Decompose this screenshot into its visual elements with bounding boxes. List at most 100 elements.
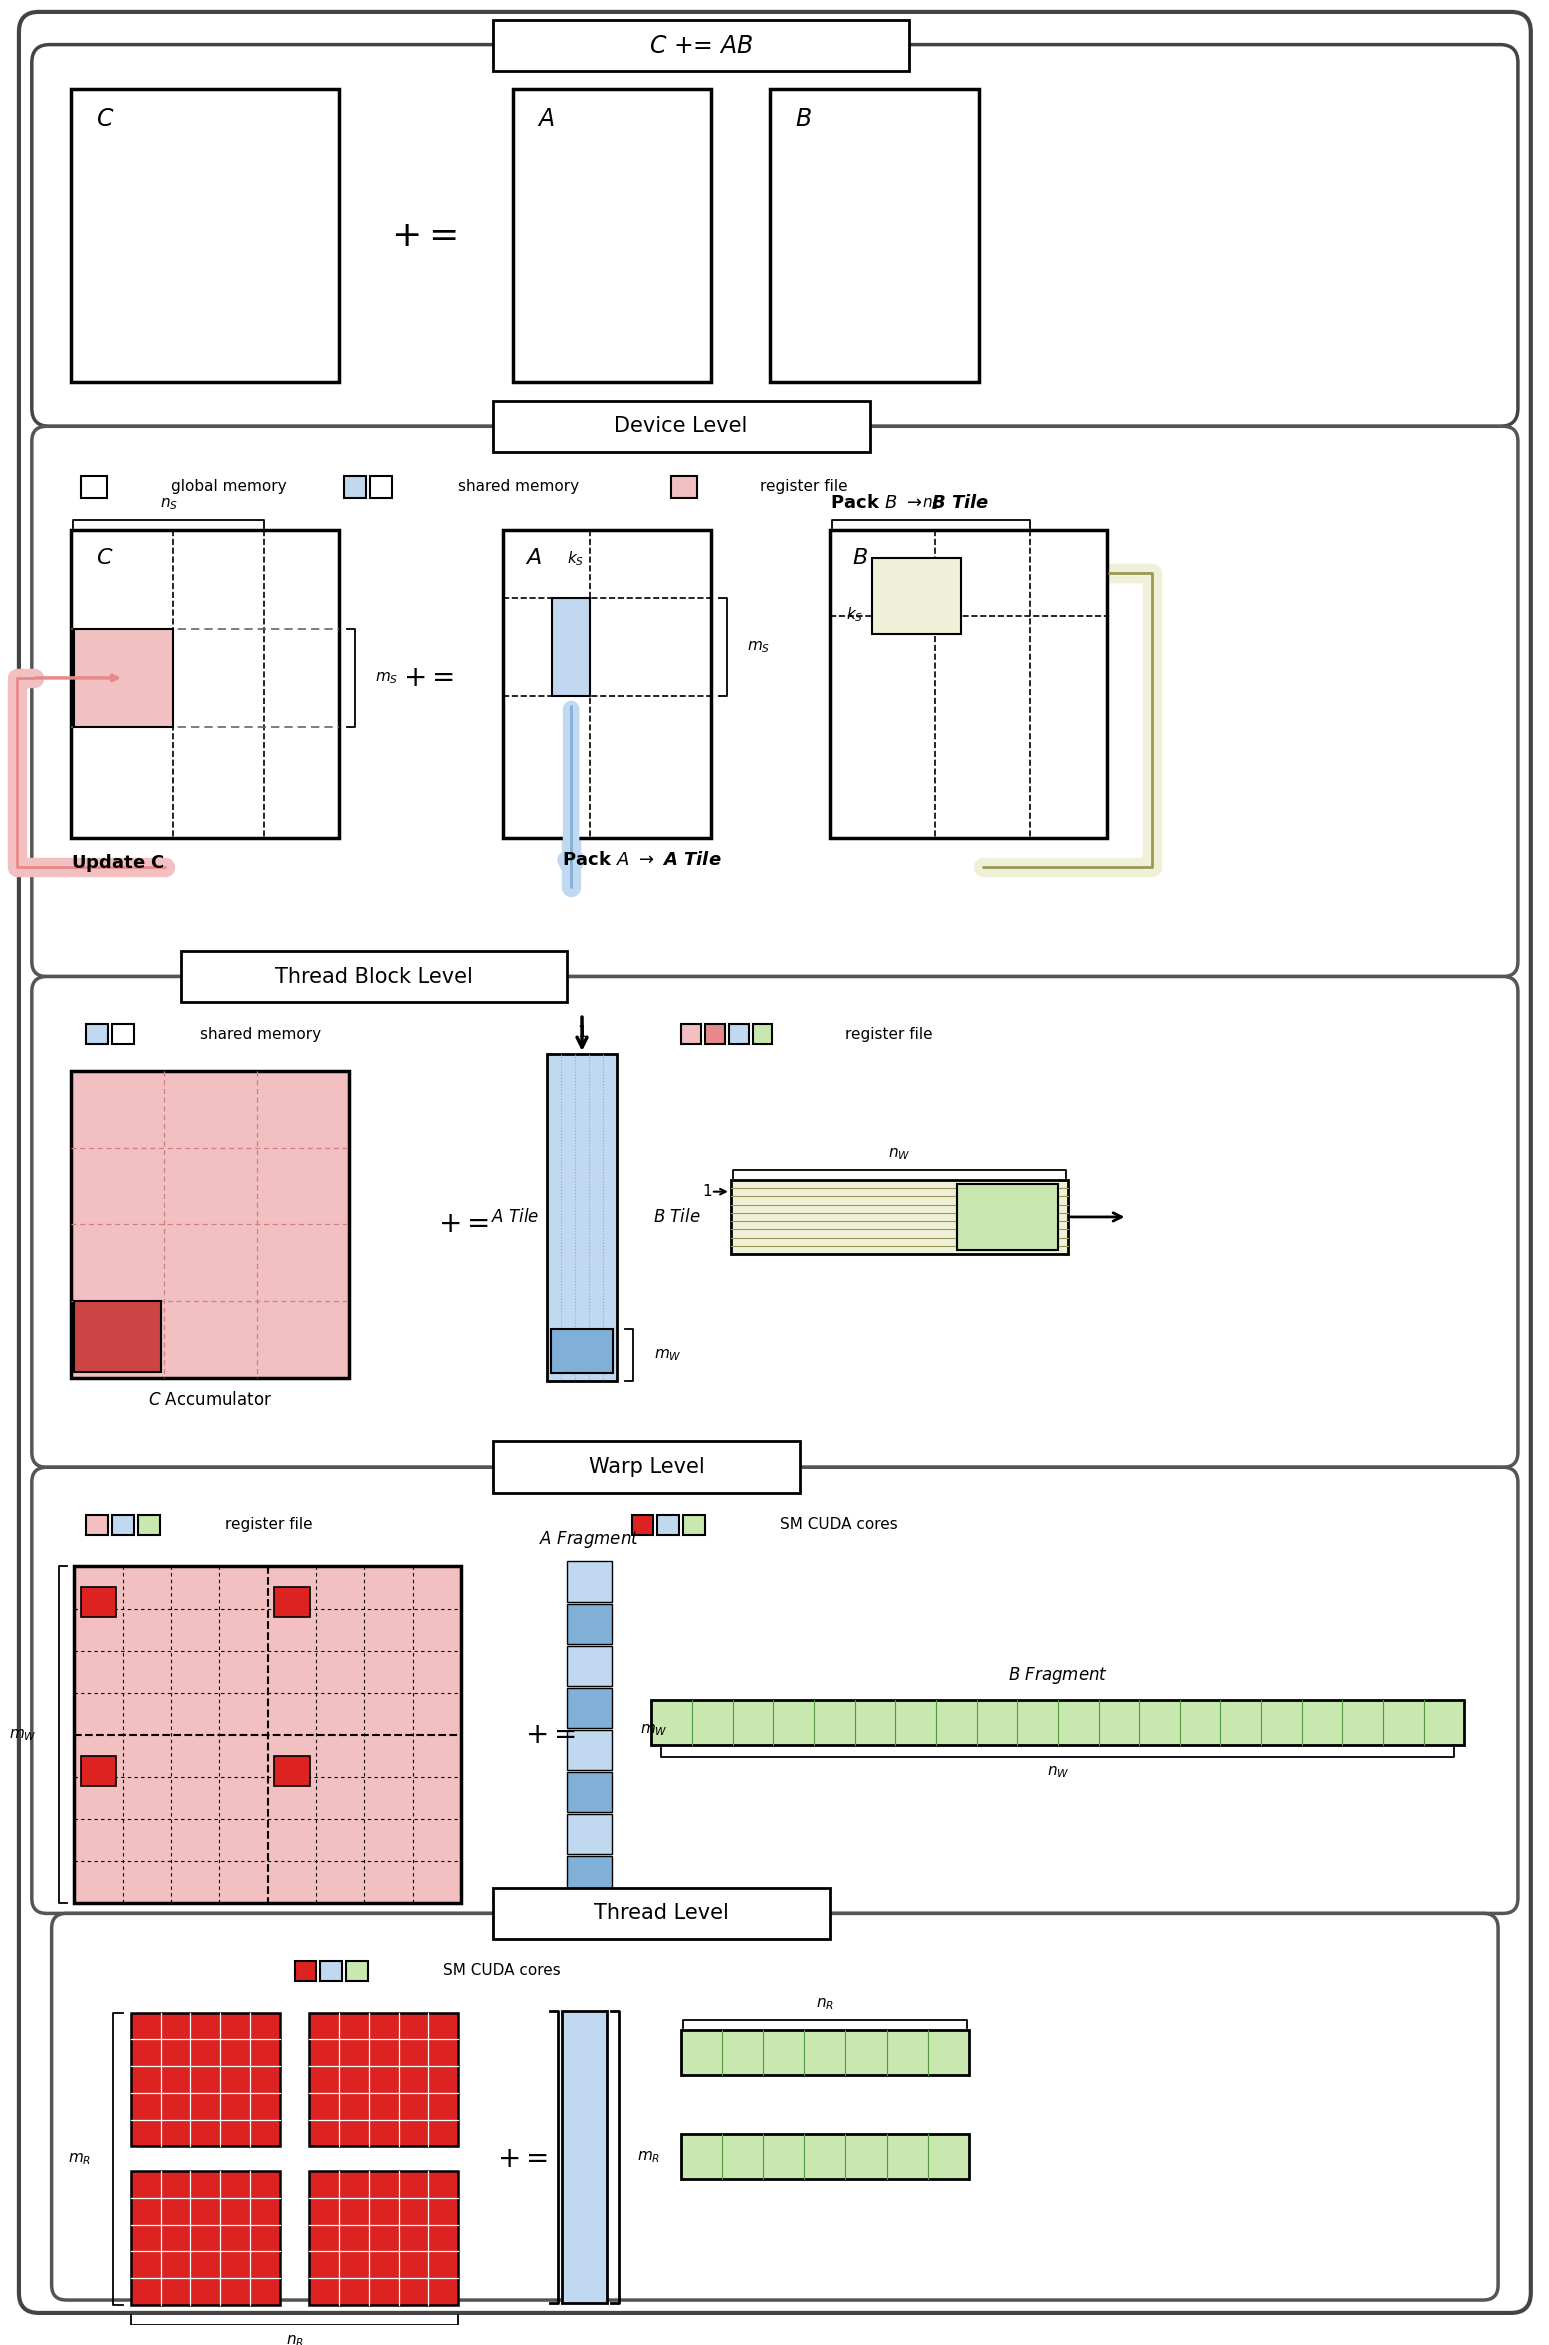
Text: $m_R$: $m_R$ [68, 2150, 91, 2167]
Bar [705, 1025, 725, 1044]
Bar [632, 1515, 654, 1534]
Bar [652, 1700, 1464, 1745]
Bar [74, 1301, 161, 1372]
Bar [567, 1562, 612, 1602]
Bar [551, 1330, 613, 1374]
Text: $n_R$: $n_R$ [816, 1996, 833, 2012]
Bar [493, 401, 869, 453]
Bar [728, 1025, 748, 1044]
Bar [770, 89, 979, 382]
Text: shared memory: shared memory [200, 1027, 322, 1041]
Text: Pack $B$ $\rightarrow$ $\boldsymbol{B}$ $\boldsymbol{Tile}$: Pack $B$ $\rightarrow$ $\boldsymbol{B}$ … [830, 495, 990, 511]
Text: $m_S$: $m_S$ [747, 640, 770, 654]
Bar [132, 2171, 280, 2305]
Text: $+=$: $+=$ [497, 2146, 548, 2174]
Bar [493, 1888, 830, 1939]
Text: $m_S$: $m_S$ [375, 671, 398, 685]
Bar [683, 1515, 705, 1534]
Bar [310, 2171, 459, 2305]
Bar [345, 1960, 369, 1982]
Bar [81, 1756, 116, 1787]
Text: Warp Level: Warp Level [589, 1456, 705, 1477]
Bar [671, 476, 697, 497]
Text: SM CUDA cores: SM CUDA cores [443, 1963, 561, 1979]
Text: $n_W$: $n_W$ [888, 1147, 911, 1161]
Text: $k_S$: $k_S$ [567, 549, 584, 567]
FancyBboxPatch shape [51, 1914, 1498, 2300]
Bar [71, 1072, 349, 1379]
Bar [132, 2012, 280, 2146]
Text: $B$: $B$ [795, 108, 812, 131]
Text: $C$ Accumulator: $C$ Accumulator [149, 1391, 273, 1409]
FancyBboxPatch shape [33, 45, 1518, 427]
Bar [493, 19, 909, 70]
Text: $A$: $A$ [538, 108, 555, 131]
Bar [112, 1025, 133, 1044]
Bar [567, 1688, 612, 1728]
Text: $+=$: $+=$ [437, 1210, 488, 1238]
Bar [138, 1515, 160, 1534]
FancyBboxPatch shape [33, 427, 1518, 976]
Text: Device Level: Device Level [615, 417, 748, 436]
Text: $+=$: $+=$ [403, 664, 454, 692]
Bar [513, 89, 711, 382]
Text: shared memory: shared memory [459, 478, 579, 495]
Bar [567, 1857, 612, 1897]
Text: Thread Block Level: Thread Block Level [274, 966, 472, 987]
Bar [274, 1756, 310, 1787]
FancyBboxPatch shape [33, 1468, 1518, 1914]
FancyBboxPatch shape [33, 976, 1518, 1468]
Bar [567, 1731, 612, 1770]
Bar [567, 1773, 612, 1813]
Text: $+=$: $+=$ [525, 1721, 576, 1749]
Text: $B$ $Tile$: $B$ $Tile$ [654, 1208, 702, 1226]
Bar [493, 1442, 801, 1494]
Text: SM CUDA cores: SM CUDA cores [781, 1517, 898, 1531]
Text: $m_W$: $m_W$ [9, 1728, 37, 1742]
Text: $n_S$: $n_S$ [160, 497, 178, 514]
Text: $A$: $A$ [525, 549, 542, 567]
Bar [274, 1588, 310, 1618]
Bar [112, 1515, 133, 1534]
Bar [657, 1515, 678, 1534]
Bar [682, 2134, 968, 2179]
Bar [682, 2031, 968, 2075]
Text: $n_W$: $n_W$ [1047, 1766, 1069, 1780]
Text: $n_S$: $n_S$ [922, 497, 940, 514]
Text: $+=$: $+=$ [390, 218, 457, 253]
Text: Thread Level: Thread Level [593, 1904, 728, 1923]
Bar [567, 1604, 612, 1644]
Bar [71, 530, 339, 837]
Text: Update $\mathbf{C}$: Update $\mathbf{C}$ [71, 851, 166, 875]
Bar [181, 950, 567, 1001]
Text: $A$ $Fragment$: $A$ $Fragment$ [539, 1529, 640, 1550]
Bar [562, 2010, 607, 2303]
Text: $B$: $B$ [852, 549, 867, 567]
Text: $C$: $C$ [96, 549, 113, 567]
Bar [957, 1184, 1058, 1250]
Bar [74, 628, 173, 727]
Bar [87, 1515, 108, 1534]
Bar [344, 476, 366, 497]
Bar [82, 476, 107, 497]
Text: 1: 1 [702, 1184, 711, 1198]
Bar [310, 2012, 459, 2146]
Bar [731, 1180, 1067, 1255]
Text: $m_R$: $m_R$ [637, 2148, 660, 2164]
Text: $m_W$: $m_W$ [654, 1348, 682, 1362]
Text: register file: register file [225, 1517, 313, 1531]
Bar [321, 1960, 342, 1982]
Bar [81, 1588, 116, 1618]
Bar [753, 1025, 773, 1044]
Bar [567, 1646, 612, 1686]
Text: $k_S$: $k_S$ [846, 605, 863, 624]
Bar [71, 89, 339, 382]
Bar [567, 1815, 612, 1855]
Text: $A$ $Tile$: $A$ $Tile$ [491, 1208, 539, 1226]
Text: global memory: global memory [170, 478, 287, 495]
Text: $n_R$: $n_R$ [285, 2333, 304, 2345]
Text: $C$: $C$ [96, 108, 115, 131]
Text: $C$ += $A B$: $C$ += $A B$ [649, 33, 753, 59]
Bar [87, 1025, 108, 1044]
Bar [370, 476, 392, 497]
